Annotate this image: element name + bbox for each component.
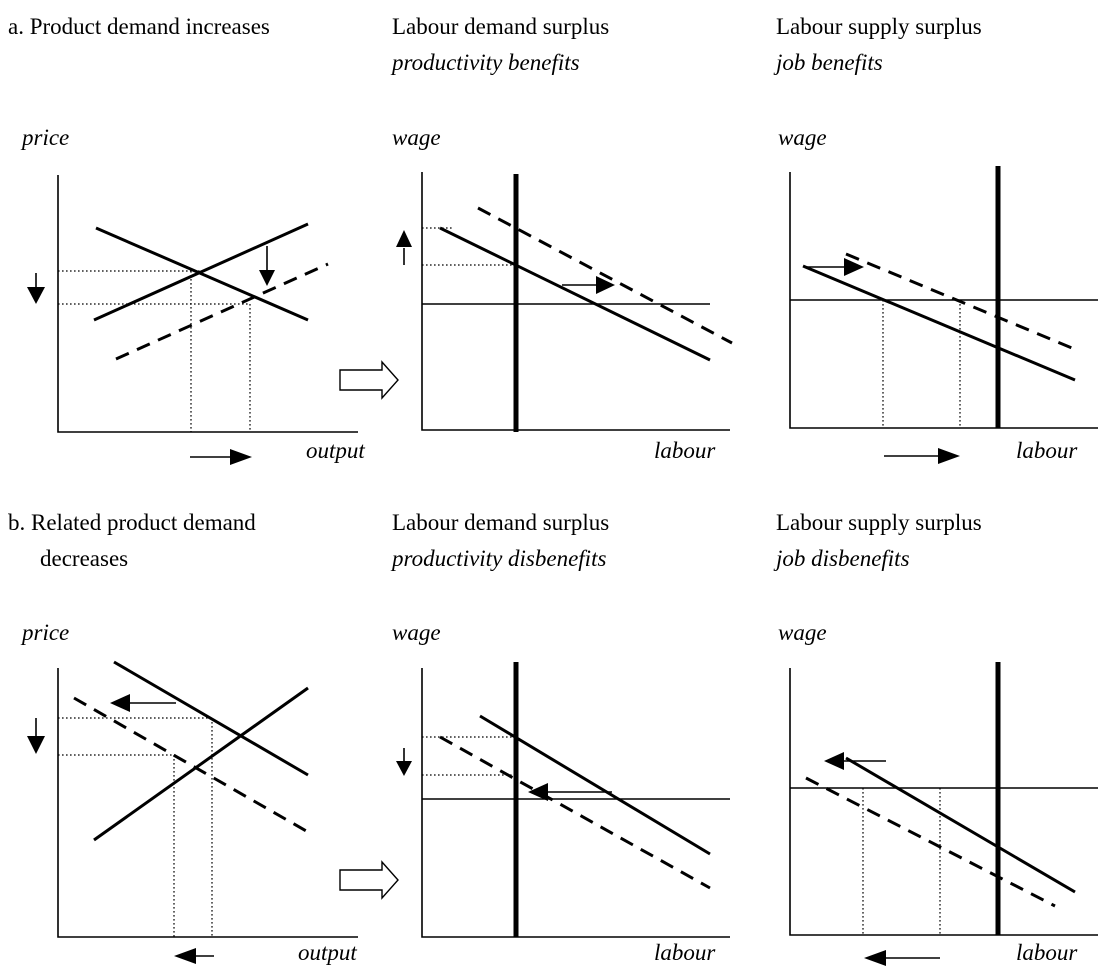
row-a-labour-supply-chart: wage labour (778, 125, 1098, 464)
row-a-panel3-subtitle: job benefits (773, 50, 883, 75)
axes (421, 172, 730, 431)
demand-shift-arrowhead (528, 783, 548, 801)
row-a-panel2-subtitle: productivity benefits (390, 50, 580, 75)
demand-shift-arrowhead (110, 694, 130, 712)
row-b-labour-supply-chart: wage labour (778, 620, 1098, 966)
price-axis-label: price (20, 620, 69, 645)
price-down-arrowhead (27, 287, 45, 304)
axes (789, 668, 1098, 936)
demand-curve (113, 660, 309, 777)
wage-axis-label: wage (392, 125, 441, 150)
row-a-product-market-chart: price output (20, 125, 365, 465)
axes (789, 172, 1098, 429)
employment-up-arrowhead (938, 448, 960, 464)
row-b-panel2-subtitle: productivity disbenefits (390, 546, 606, 571)
price-down-arrowhead (27, 736, 45, 754)
row-b-labour-demand-chart: wage labour (392, 620, 730, 965)
row-b-product-market-chart: price output (20, 620, 358, 965)
output-down-arrowhead (174, 948, 196, 964)
shifted-labour-demand-curve (477, 206, 733, 345)
shifted-supply-curve (115, 262, 329, 361)
labour-axis-label: labour (654, 940, 716, 965)
supply-curve (93, 686, 309, 842)
employment-down-arrowhead (864, 950, 886, 966)
row-a-labour-demand-chart: wage labour (392, 125, 733, 463)
transition-arrow-b (339, 860, 399, 900)
demand-shift-arrowhead (596, 276, 615, 294)
wage-axis-label: wage (778, 125, 827, 150)
labour-axis-label: labour (1016, 940, 1078, 965)
row-a-panel3-title: Labour supply surplus (776, 14, 982, 39)
wage-axis-label: wage (392, 620, 441, 645)
row-b-panel3-subtitle: job disbenefits (773, 546, 910, 571)
supply-curve (93, 222, 309, 322)
axes (57, 175, 358, 433)
output-up-arrowhead (230, 449, 252, 465)
row-b-panel3-title: Labour supply surplus (776, 510, 982, 535)
axes (421, 668, 730, 938)
row-b-panel2-title: Labour demand surplus (392, 510, 609, 535)
output-axis-label: output (298, 940, 357, 965)
labour-axis-label: labour (654, 438, 716, 463)
axes (57, 668, 358, 938)
labour-axis-label: labour (1016, 438, 1078, 463)
labour-demand-curve (845, 756, 1076, 894)
shifted-labour-demand-curve (845, 252, 1073, 350)
row-b: b. Related product demand decreases Labo… (8, 510, 1098, 966)
labour-demand-curve (439, 226, 711, 362)
shift-down-arrowhead (259, 270, 275, 286)
labour-demand-curve (479, 714, 711, 856)
shifted-labour-demand-curve (439, 735, 711, 890)
row-a: a. Product demand increases Labour deman… (8, 14, 1098, 465)
row-b-panel1-title: b. Related product demand (8, 510, 256, 535)
wage-up-arrowhead (396, 230, 412, 247)
demand-shift-arrowhead (844, 258, 864, 276)
row-a-panel1-title: a. Product demand increases (8, 14, 270, 39)
output-axis-label: output (306, 438, 365, 463)
transition-arrow-a (339, 360, 399, 400)
demand-shift-arrowhead (824, 752, 844, 770)
shifted-labour-demand-curve (805, 776, 1056, 908)
row-a-panel2-title: Labour demand surplus (392, 14, 609, 39)
wage-down-arrowhead (396, 761, 412, 776)
labour-demand-curve (802, 264, 1076, 382)
price-axis-label: price (20, 125, 69, 150)
demand-curve (95, 226, 309, 322)
wage-axis-label: wage (778, 620, 827, 645)
row-b-panel1-title-line2: decreases (40, 546, 128, 571)
